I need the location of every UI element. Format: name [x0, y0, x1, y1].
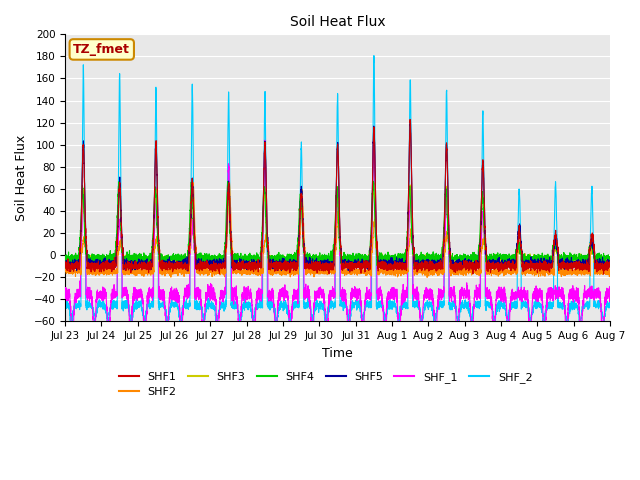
SHF3 [159, 255, 167, 261]
SHF_2 [429, 313, 437, 319]
SHF4 [606, 257, 614, 263]
SHF2 [317, 269, 325, 275]
SHF2 [61, 267, 69, 273]
SHF3 [317, 257, 325, 263]
SHF_1 [370, 130, 378, 135]
SHF3 [606, 263, 614, 268]
Text: TZ_fmet: TZ_fmet [74, 43, 130, 56]
SHF_2 [317, 300, 325, 306]
SHF1 [406, 117, 414, 122]
SHF_1 [491, 318, 499, 324]
SHF_2 [460, 305, 467, 311]
SHF_2 [370, 53, 378, 59]
SHF5 [491, 258, 499, 264]
SHF2 [491, 271, 499, 276]
SHF3 [61, 257, 69, 263]
Title: Soil Heat Flux: Soil Heat Flux [290, 15, 385, 29]
SHF4 [369, 179, 377, 184]
SHF3 [460, 257, 468, 263]
SHF_1 [606, 288, 614, 293]
SHF4 [460, 251, 468, 257]
SHF4 [410, 263, 417, 269]
Line: SHF2: SHF2 [65, 182, 610, 277]
SHF_1 [250, 345, 258, 350]
SHF_1 [605, 295, 613, 301]
SHF2 [226, 180, 234, 185]
SHF1 [606, 259, 614, 264]
SHF5 [406, 120, 414, 126]
SHF_2 [61, 305, 69, 311]
SHF5 [61, 262, 69, 268]
SHF2 [605, 274, 613, 279]
Line: SHF5: SHF5 [65, 123, 610, 271]
SHF1 [429, 266, 437, 272]
SHF4 [317, 255, 325, 261]
SHF1 [605, 261, 613, 266]
SHF_1 [460, 296, 468, 301]
SHF5 [67, 268, 74, 274]
Line: SHF_1: SHF_1 [65, 132, 610, 348]
SHF4 [159, 255, 167, 261]
SHF4 [491, 258, 499, 264]
SHF2 [429, 269, 437, 275]
SHF4 [429, 254, 437, 260]
SHF1 [159, 262, 167, 268]
SHF4 [605, 257, 613, 263]
SHF_1 [429, 299, 437, 304]
Y-axis label: Soil Heat Flux: Soil Heat Flux [15, 135, 28, 221]
Legend: SHF1, SHF2, SHF3, SHF4, SHF5, SHF_1, SHF_2: SHF1, SHF2, SHF3, SHF4, SHF5, SHF_1, SHF… [115, 367, 537, 402]
SHF_2 [606, 302, 614, 308]
SHF1 [317, 262, 325, 268]
X-axis label: Time: Time [322, 347, 353, 360]
SHF_1 [317, 292, 325, 298]
SHF2 [423, 275, 431, 280]
SHF5 [605, 259, 613, 264]
SHF3 [491, 256, 499, 262]
SHF3 [115, 179, 123, 185]
SHF2 [159, 269, 167, 275]
SHF_2 [491, 318, 499, 324]
SHF1 [491, 267, 499, 273]
SHF5 [159, 264, 167, 269]
SHF_2 [159, 301, 167, 307]
Line: SHF1: SHF1 [65, 120, 610, 274]
SHF1 [61, 264, 69, 269]
Line: SHF4: SHF4 [65, 181, 610, 266]
SHF5 [429, 263, 437, 269]
SHF5 [460, 260, 468, 266]
SHF3 [605, 263, 613, 268]
SHF1 [600, 271, 607, 277]
SHF_2 [605, 302, 613, 308]
Line: SHF3: SHF3 [65, 182, 610, 268]
SHF3 [429, 259, 437, 264]
SHF5 [317, 260, 325, 266]
SHF2 [606, 265, 614, 271]
SHF_1 [159, 298, 167, 303]
SHF1 [460, 261, 467, 267]
Line: SHF_2: SHF_2 [65, 56, 610, 327]
SHF5 [606, 263, 614, 268]
SHF_1 [61, 289, 69, 295]
SHF4 [61, 253, 69, 259]
SHF2 [460, 272, 468, 277]
SHF_2 [540, 324, 548, 330]
SHF3 [193, 265, 201, 271]
